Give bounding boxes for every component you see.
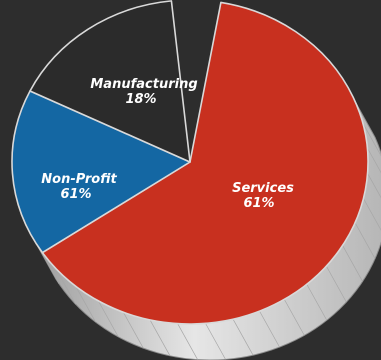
label-manufacturing: Manufacturing 18%	[90, 77, 197, 107]
side-rib	[123, 312, 144, 349]
side-rib	[306, 284, 328, 321]
label-manufacturing-name: Manufacturing	[90, 77, 197, 92]
side-rib	[326, 265, 347, 303]
label-manufacturing-value: 18%	[125, 92, 156, 107]
pie-side-ribs	[38, 122, 381, 360]
label-non-profit-name: Non-Profit	[41, 172, 117, 187]
side-rib	[354, 222, 376, 259]
side-rib	[232, 319, 254, 356]
label-non-profit-value: 61%	[60, 187, 91, 202]
side-rib	[367, 147, 381, 174]
pie-slice-non-profit	[11, 90, 191, 254]
side-rib	[205, 323, 226, 360]
label-services-name: Services	[232, 181, 294, 196]
side-rib	[367, 173, 381, 199]
side-rib	[284, 299, 305, 336]
side-rib	[98, 300, 119, 338]
pie-slice-manufacturing	[29, 0, 191, 163]
label-non-profit: Non-Profit 61%	[41, 172, 117, 202]
side-rib	[342, 245, 363, 282]
label-services-value: 61%	[243, 196, 274, 211]
side-rib	[149, 319, 171, 357]
side-rib	[362, 122, 381, 157]
side-rib	[75, 285, 96, 323]
side-rib	[55, 268, 76, 305]
side-rib	[259, 310, 280, 348]
label-services: Services 61%	[232, 181, 294, 211]
side-rib	[363, 198, 381, 231]
pie-slice-services	[41, 1, 369, 325]
side-rib	[177, 323, 198, 360]
